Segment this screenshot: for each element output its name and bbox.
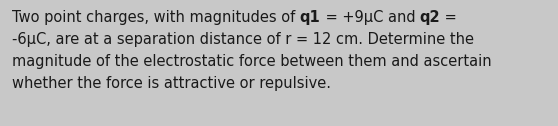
Text: magnitude of the electrostatic force between them and ascertain: magnitude of the electrostatic force bet… [12,54,492,69]
Text: Two point charges, with magnitudes of: Two point charges, with magnitudes of [12,10,300,25]
Text: whether the force is attractive or repulsive.: whether the force is attractive or repul… [12,76,331,91]
Text: =: = [440,10,457,25]
Text: = +9μC and: = +9μC and [321,10,420,25]
Text: q1: q1 [300,10,321,25]
Text: q2: q2 [420,10,440,25]
Text: -6μC, are at a separation distance of r = 12 cm. Determine the: -6μC, are at a separation distance of r … [12,32,474,47]
